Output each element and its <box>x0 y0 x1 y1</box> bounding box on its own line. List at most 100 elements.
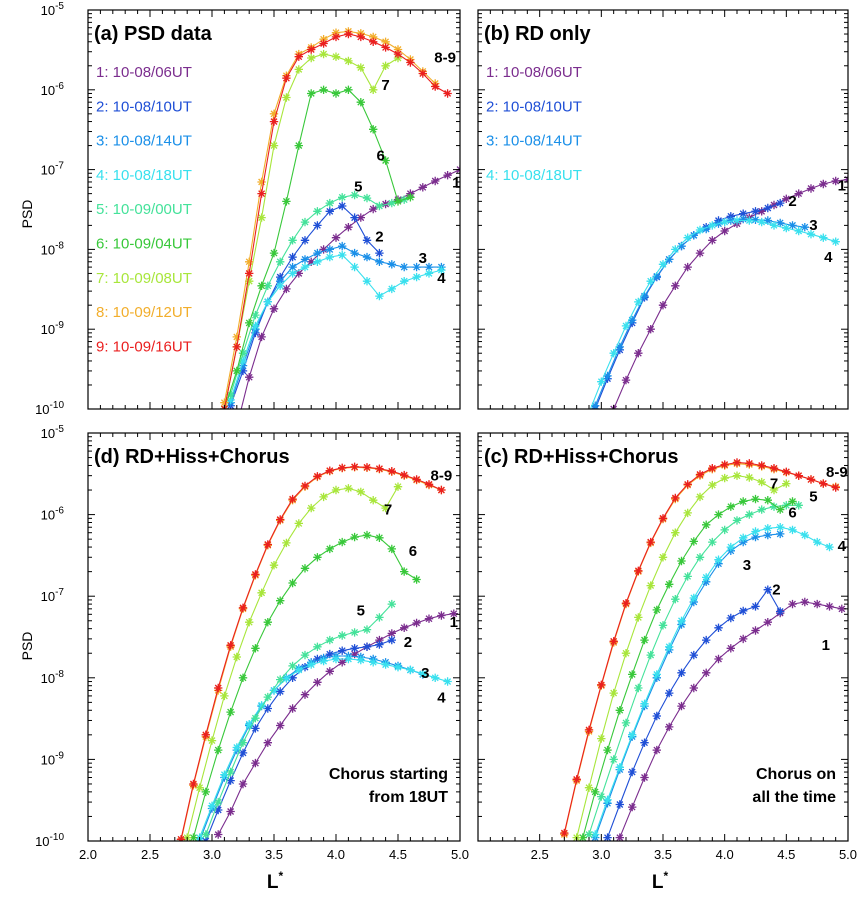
panel-d-title: (d) RD+Hiss+Chorus <box>94 446 290 468</box>
series-9-point-7-panel-c <box>646 537 655 547</box>
series-9-point-13-panel-d <box>338 463 347 472</box>
series-5-point-5-panel-a <box>288 236 297 245</box>
series-1-point-19-panel-d <box>449 609 458 618</box>
series-6-point-1-panel-a <box>232 366 241 376</box>
series-7-point-2-panel-c <box>597 734 606 743</box>
y-tick-exponent: -9 <box>55 750 64 761</box>
series-9-point-8-panel-a <box>319 39 328 48</box>
series-1-point-8-panel-a <box>331 233 341 242</box>
series-9-point-16-panel-d <box>375 464 384 473</box>
y-tick-label: 10-8 <box>41 669 65 686</box>
series-5-point-7-panel-c <box>671 595 680 604</box>
x-tick-label: 5.0 <box>839 847 857 862</box>
series-4-point-11-panel-c <box>726 542 735 552</box>
series-2-point-12-panel-b <box>739 209 748 218</box>
series-7-point-6-panel-c <box>646 581 655 590</box>
series-5-point-8-panel-d <box>300 650 310 660</box>
series-2-point-7-panel-d <box>288 673 297 682</box>
series-8-point-14-panel-a <box>393 45 403 54</box>
series-1-point-3-panel-c <box>652 745 661 755</box>
series-5-point-1-panel-c <box>597 792 606 801</box>
series-1-point-14-panel-d <box>387 629 396 638</box>
series-5-point-2-panel-a <box>251 310 260 320</box>
series-4-point-7-panel-a <box>313 257 322 266</box>
series-6-point-13-panel-d <box>350 532 359 542</box>
series-4-point-8-panel-c <box>689 593 698 603</box>
series-6-point-8-panel-a <box>319 85 328 94</box>
series-9-line-panel-d <box>180 466 442 840</box>
curve-label-5: 5 <box>357 603 365 620</box>
series-5-point-9-panel-c <box>695 553 705 562</box>
series-7-point-5-panel-d <box>245 618 254 627</box>
curve-label-3: 3 <box>421 665 429 682</box>
y-tick-exponent: -6 <box>55 506 64 517</box>
series-6-point-15-panel-a <box>406 193 415 202</box>
series-9-point-12-panel-a <box>369 37 378 46</box>
series-7-point-4-panel-c <box>621 649 631 658</box>
x-axis-label-right-star: * <box>663 869 668 883</box>
series-4-point-7-panel-d <box>282 674 291 683</box>
series-2-point-5-panel-c <box>665 688 674 698</box>
curve-label-6: 6 <box>409 543 417 560</box>
series-2-point-11-panel-d <box>338 646 347 655</box>
series-7-point-13-panel-d <box>344 484 353 493</box>
x-tick-label: 3.5 <box>654 847 672 862</box>
curve-label-1: 1 <box>452 174 460 191</box>
series-3-point-9-panel-c <box>702 577 711 586</box>
series-6-point-3-panel-d <box>226 707 235 717</box>
series-4-point-11-panel-a <box>362 277 372 286</box>
series-4-point-2-panel-c <box>615 763 624 772</box>
series-4-point-0-panel-a <box>226 395 235 405</box>
series-5-point-3-panel-d <box>238 738 248 747</box>
series-9-point-15-panel-a <box>406 58 415 67</box>
x-tick-label: 3.5 <box>265 847 283 862</box>
series-8-point-13-panel-a <box>381 37 390 46</box>
series-4-point-15-panel-c <box>776 523 785 532</box>
series-1-point-6-panel-a <box>307 257 316 266</box>
series-3-point-15-panel-c <box>776 529 785 539</box>
series-1-point-16-panel-b <box>806 184 816 193</box>
legend-entry-4: 4: 10-08/18UT <box>486 167 582 184</box>
series-2-point-9-panel-c <box>714 623 723 632</box>
series-4-point-14-panel-a <box>400 277 409 286</box>
y-tick-exponent: -8 <box>55 240 64 251</box>
series-8-line-panel-a <box>223 30 436 403</box>
series-9-point-15-panel-c <box>745 459 754 468</box>
series-9-point-14-panel-c <box>732 458 742 467</box>
series-4-point-19-panel-b <box>819 233 828 242</box>
series-6-point-0-panel-d <box>189 833 198 841</box>
series-4-point-1-panel-d <box>207 801 217 810</box>
series-6-point-14-panel-a <box>393 197 403 206</box>
series-2-point-4-panel-c <box>652 711 661 721</box>
series-6-point-1-panel-c <box>591 787 600 797</box>
series-2-point-11-panel-c <box>739 606 748 616</box>
y-tick-label: 10-10 <box>35 400 64 417</box>
series-9-point-10-panel-d <box>300 481 310 491</box>
series-9-point-3-panel-c <box>597 680 606 689</box>
series-6-point-0-panel-c <box>578 833 587 841</box>
series-4-point-13-panel-a <box>387 284 396 294</box>
series-1-point-3-panel-b <box>646 325 655 334</box>
series-4-point-18-panel-d <box>418 669 427 678</box>
series-7-point-7-panel-c <box>658 553 668 562</box>
panel-d-plot-area <box>176 462 458 841</box>
series-3-point-13-panel-b <box>751 215 760 224</box>
curve-label-3: 3 <box>419 250 427 267</box>
legend-entry-3: 3: 10-08/14UT <box>486 133 582 150</box>
series-1-point-7-panel-b <box>695 248 705 258</box>
x-tick-label: 2.5 <box>531 847 549 862</box>
series-2-point-13-panel-c <box>763 585 772 594</box>
series-2-point-10-panel-a <box>350 213 359 222</box>
x-tick-label: 4.5 <box>389 847 407 862</box>
series-6-point-4-panel-a <box>269 248 279 258</box>
series-1-point-7-panel-c <box>702 668 711 677</box>
series-4-point-3-panel-b <box>621 321 631 331</box>
series-1-point-4-panel-c <box>665 722 674 732</box>
series-3-point-6-panel-a <box>300 255 310 264</box>
x-tick-label: 5.0 <box>451 847 469 862</box>
series-4-line-panel-a <box>230 254 442 401</box>
y-tick-base: 10 <box>41 671 55 686</box>
y-tick-base: 10 <box>41 163 55 178</box>
series-5-point-6-panel-d <box>276 675 285 684</box>
